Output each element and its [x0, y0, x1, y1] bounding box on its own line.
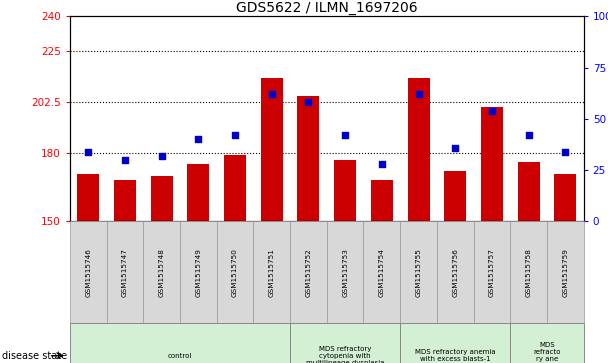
Text: disease state: disease state — [2, 351, 67, 361]
Bar — [224, 155, 246, 221]
Point — [523, 132, 533, 138]
Bar — [70, 221, 106, 323]
Point — [303, 99, 313, 105]
Bar — [364, 221, 400, 323]
Text: control: control — [168, 353, 192, 359]
Bar — [510, 221, 547, 323]
Bar — [481, 107, 503, 221]
Text: GSM1515751: GSM1515751 — [269, 248, 275, 297]
Bar — [437, 221, 474, 323]
Bar — [327, 221, 364, 323]
Bar — [547, 221, 584, 323]
Point — [413, 91, 423, 97]
Bar — [400, 323, 510, 363]
Text: GSM1515756: GSM1515756 — [452, 248, 458, 297]
Bar — [106, 221, 143, 323]
Point — [487, 108, 497, 114]
Point — [340, 132, 350, 138]
Bar — [180, 221, 216, 323]
Point — [120, 157, 130, 163]
Point — [377, 161, 387, 167]
Text: GSM1515754: GSM1515754 — [379, 248, 385, 297]
Bar — [151, 176, 173, 221]
Bar — [474, 221, 510, 323]
Bar — [77, 174, 99, 221]
Bar — [444, 171, 466, 221]
Point — [83, 149, 93, 155]
Text: MDS refractory anemia
with excess blasts-1: MDS refractory anemia with excess blasts… — [415, 349, 496, 362]
Text: MDS refractory
cytopenia with
multilineage dysplasia: MDS refractory cytopenia with multilinea… — [306, 346, 384, 363]
Bar — [517, 162, 540, 221]
Bar — [254, 221, 290, 323]
Bar — [407, 78, 429, 221]
Bar — [114, 180, 136, 221]
Bar — [554, 174, 576, 221]
Point — [193, 136, 203, 142]
Point — [451, 145, 460, 151]
Point — [157, 153, 167, 159]
Text: GSM1515747: GSM1515747 — [122, 248, 128, 297]
Text: GSM1515759: GSM1515759 — [562, 248, 568, 297]
Point — [230, 132, 240, 138]
Bar — [143, 221, 180, 323]
Bar — [290, 323, 400, 363]
Bar — [334, 160, 356, 221]
Bar — [216, 221, 254, 323]
Bar — [371, 180, 393, 221]
Text: GSM1515748: GSM1515748 — [159, 248, 165, 297]
Text: GSM1515757: GSM1515757 — [489, 248, 495, 297]
Bar — [70, 323, 290, 363]
Text: GSM1515758: GSM1515758 — [526, 248, 531, 297]
Text: GSM1515755: GSM1515755 — [415, 248, 421, 297]
Text: GSM1515752: GSM1515752 — [305, 248, 311, 297]
Bar — [187, 164, 209, 221]
Title: GDS5622 / ILMN_1697206: GDS5622 / ILMN_1697206 — [236, 1, 418, 15]
Bar — [297, 96, 319, 221]
Bar — [290, 221, 326, 323]
Text: GSM1515753: GSM1515753 — [342, 248, 348, 297]
Text: GSM1515750: GSM1515750 — [232, 248, 238, 297]
Bar — [400, 221, 437, 323]
Point — [267, 91, 277, 97]
Bar — [510, 323, 584, 363]
Text: GSM1515746: GSM1515746 — [85, 248, 91, 297]
Bar — [261, 78, 283, 221]
Point — [561, 149, 570, 155]
Text: MDS
refracto
ry ane
mia with: MDS refracto ry ane mia with — [532, 342, 562, 363]
Text: GSM1515749: GSM1515749 — [195, 248, 201, 297]
